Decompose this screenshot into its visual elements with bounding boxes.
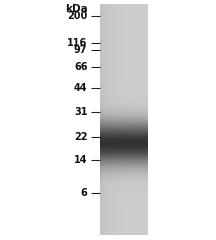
Text: 31: 31 bbox=[74, 107, 87, 117]
Text: 66: 66 bbox=[74, 62, 87, 72]
Text: kDa: kDa bbox=[65, 4, 87, 14]
Text: 116: 116 bbox=[67, 38, 87, 48]
Bar bbox=[100, 5, 148, 235]
Text: 14: 14 bbox=[74, 155, 87, 165]
Text: 44: 44 bbox=[74, 83, 87, 93]
Text: 97: 97 bbox=[74, 45, 87, 55]
Text: 200: 200 bbox=[67, 11, 87, 21]
Text: 22: 22 bbox=[74, 132, 87, 142]
Text: 6: 6 bbox=[81, 188, 87, 198]
